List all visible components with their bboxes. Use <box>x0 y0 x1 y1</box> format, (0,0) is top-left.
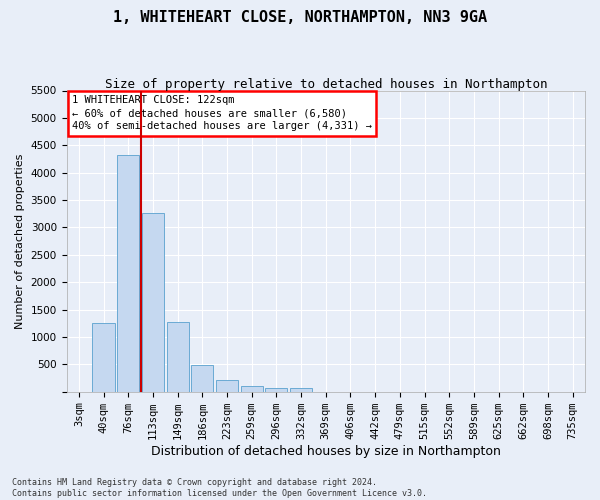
Bar <box>167 322 189 392</box>
Bar <box>142 213 164 392</box>
X-axis label: Distribution of detached houses by size in Northampton: Distribution of detached houses by size … <box>151 444 501 458</box>
Text: 1 WHITEHEART CLOSE: 122sqm
← 60% of detached houses are smaller (6,580)
40% of s: 1 WHITEHEART CLOSE: 122sqm ← 60% of deta… <box>72 95 372 132</box>
Bar <box>117 154 139 392</box>
Bar <box>191 365 214 392</box>
Bar <box>290 388 312 392</box>
Bar <box>92 322 115 392</box>
Y-axis label: Number of detached properties: Number of detached properties <box>15 154 25 329</box>
Bar <box>265 388 287 392</box>
Text: 1, WHITEHEART CLOSE, NORTHAMPTON, NN3 9GA: 1, WHITEHEART CLOSE, NORTHAMPTON, NN3 9G… <box>113 10 487 25</box>
Bar <box>241 386 263 392</box>
Bar <box>216 380 238 392</box>
Title: Size of property relative to detached houses in Northampton: Size of property relative to detached ho… <box>104 78 547 90</box>
Text: Contains HM Land Registry data © Crown copyright and database right 2024.
Contai: Contains HM Land Registry data © Crown c… <box>12 478 427 498</box>
